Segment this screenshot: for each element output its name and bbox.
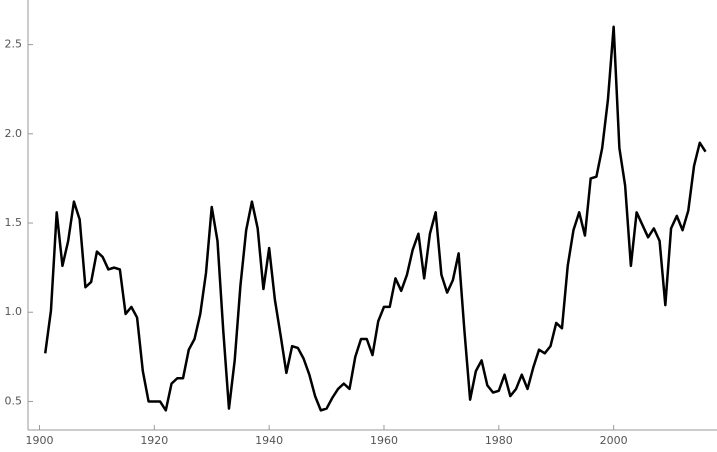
x-tick-label: 1980	[485, 434, 513, 447]
x-tick-label: 2000	[600, 434, 628, 447]
x-tick-label: 1900	[25, 434, 53, 447]
y-tick-label: 2.0	[5, 127, 23, 140]
y-tick-label: 1.0	[5, 305, 23, 318]
x-tick-label: 1960	[370, 434, 398, 447]
line	[43, 25, 707, 412]
y-tick-label: 1.5	[5, 216, 23, 229]
x-tick-label: 1940	[255, 434, 283, 447]
y-tick-label: 2.5	[5, 38, 23, 51]
y-tick-label: 0.5	[5, 394, 23, 407]
x-tick-label: 1920	[140, 434, 168, 447]
